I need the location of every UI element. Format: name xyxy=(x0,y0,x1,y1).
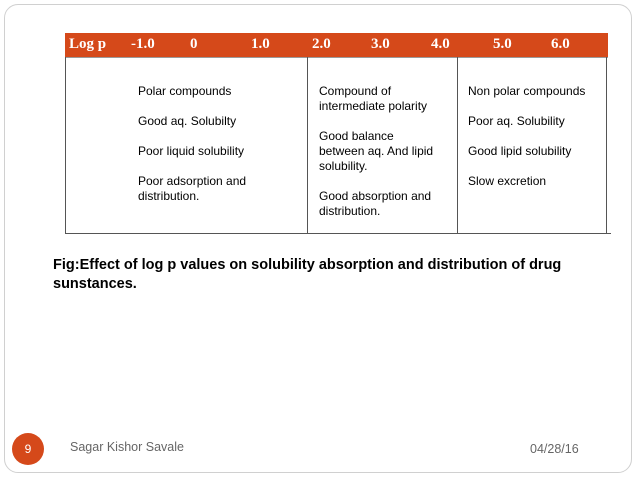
page-number-badge: 9 xyxy=(12,433,44,465)
column-text: Non polar compounds xyxy=(468,84,586,98)
footer-date: 04/28/16 xyxy=(530,442,579,456)
table-border-left xyxy=(65,57,66,234)
scale-tick: -1.0 xyxy=(131,36,155,52)
column-text: Good absorption and distribution. xyxy=(319,189,432,218)
figure-caption: Fig:Effect of log p values on solubility… xyxy=(53,257,562,292)
table-divider xyxy=(457,57,458,234)
scale-tick: 1.0 xyxy=(251,36,270,52)
column-text: Poor liquid solubility xyxy=(138,144,245,158)
header-rule xyxy=(65,57,608,58)
scale-tick: 3.0 xyxy=(371,36,390,52)
column-text: Slow excretion xyxy=(468,174,547,188)
scale-tick: 5.0 xyxy=(493,36,512,52)
column-text: Poor adsorption and distribution. xyxy=(138,174,247,203)
column-text: Compound of intermediate polarity xyxy=(319,84,428,113)
scale-tick: 4.0 xyxy=(431,36,450,52)
nonpolar-column: Non polar compounds Poor aq. Solubility … xyxy=(468,84,604,204)
footer-author: Sagar Kishor Savale xyxy=(70,440,184,454)
column-text: Poor aq. Solubility xyxy=(468,114,565,128)
scale-tick: 0 xyxy=(190,36,198,52)
polar-column: Polar compounds Good aq. Solubilty Poor … xyxy=(138,84,303,219)
scale-tick: 2.0 xyxy=(312,36,331,52)
table-bottom-rule xyxy=(65,233,611,234)
column-text: Good aq. Solubilty xyxy=(138,114,237,128)
column-text: Good balance between aq. And lipid solub… xyxy=(319,129,434,173)
column-text: Good lipid solubility xyxy=(468,144,572,158)
slide-frame xyxy=(4,4,632,473)
scale-tick: 6.0 xyxy=(551,36,570,52)
intermediate-column: Compound of intermediate polarity Good b… xyxy=(319,84,455,234)
logp-label: Log p xyxy=(69,36,107,52)
logp-scale-header: Log p -1.0 0 1.0 2.0 3.0 4.0 5.0 6.0 xyxy=(65,33,608,57)
table-border-right xyxy=(606,57,607,234)
table-divider xyxy=(307,57,308,234)
column-text: Polar compounds xyxy=(138,84,232,98)
